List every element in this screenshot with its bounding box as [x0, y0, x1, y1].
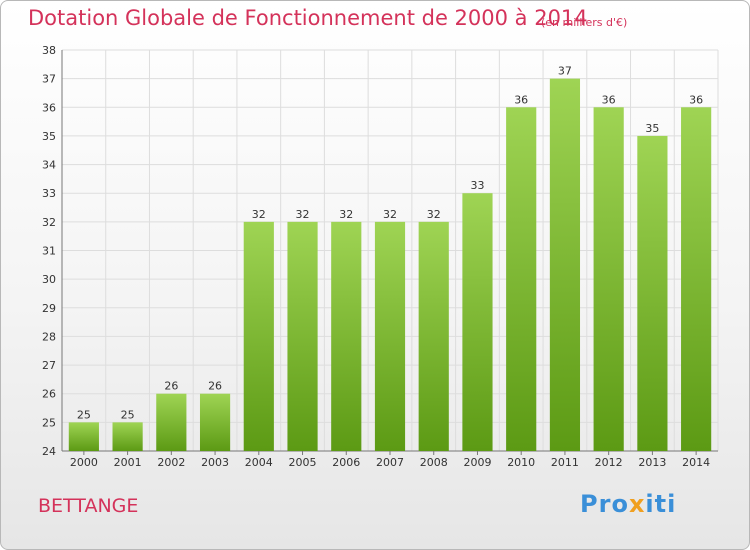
y-tick-label: 36: [42, 101, 56, 114]
bar-2014: [681, 107, 712, 452]
x-tick-label: 2001: [114, 456, 142, 469]
x-tick-label: 2002: [157, 456, 185, 469]
bar-2001: [112, 422, 143, 451]
logo-letter: r: [598, 490, 612, 518]
data-label-2014: 36: [689, 93, 703, 106]
bar-2000: [68, 422, 99, 451]
axes: 24 25 26 27 28 29 30 31 32 33 34 35 36 37 38 2000 2001 20…: [42, 44, 718, 469]
proxiti-logo: Proxiti: [580, 490, 676, 518]
y-tick-label: 37: [42, 73, 56, 86]
y-tick-label: 28: [42, 330, 56, 343]
x-tick-label: 2010: [507, 456, 535, 469]
logo-letter: o: [611, 490, 629, 518]
x-tick-label: 2006: [332, 456, 360, 469]
data-labels: 25 25 26 26 32 32 32 32 32 33 36 37 36 35 36: [77, 65, 703, 422]
data-label-2010: 36: [514, 93, 528, 106]
data-label-2002: 26: [164, 380, 178, 393]
data-label-2005: 32: [296, 208, 310, 221]
y-tick-label: 29: [42, 302, 56, 315]
y-tick-label: 26: [42, 388, 56, 401]
x-tick-label: 2008: [420, 456, 448, 469]
bar-2002: [156, 393, 187, 451]
logo-letter: i: [667, 490, 677, 518]
logo-letter: t: [654, 490, 668, 518]
data-label-2012: 36: [602, 93, 616, 106]
chart-unit: (en milliers d'€): [541, 16, 628, 29]
y-tick-label: 31: [42, 245, 56, 258]
y-tick-label: 30: [42, 273, 56, 286]
y-tick-label: 24: [42, 445, 56, 458]
data-label-2008: 32: [427, 208, 441, 221]
y-tick-label: 33: [42, 187, 56, 200]
y-tick-label: 38: [42, 44, 56, 57]
bar-2004: [243, 221, 274, 451]
x-tick-label: 2000: [70, 456, 98, 469]
logo-letter: i: [645, 490, 655, 518]
bar-2012: [593, 107, 624, 452]
bar-2013: [637, 135, 668, 451]
logo-letter: x: [628, 490, 646, 518]
y-tick-label: 35: [42, 130, 56, 143]
x-tick-label: 2004: [245, 456, 273, 469]
x-tick-label: 2009: [463, 456, 491, 469]
x-tick-label: 2005: [289, 456, 317, 469]
data-label-2003: 26: [208, 380, 222, 393]
bar-2009: [462, 193, 493, 451]
data-label-2004: 32: [252, 208, 266, 221]
data-label-2007: 32: [383, 208, 397, 221]
x-tick-label: 2003: [201, 456, 229, 469]
x-tick-label: 2014: [682, 456, 710, 469]
data-label-2006: 32: [339, 208, 353, 221]
logo-letter: P: [580, 490, 599, 518]
bar-2007: [374, 221, 406, 451]
data-label-2011: 37: [558, 65, 572, 78]
y-tick-label: 27: [42, 359, 56, 372]
x-tick-label: 2011: [551, 456, 579, 469]
data-label-2001: 25: [121, 408, 135, 421]
bars: [68, 78, 712, 452]
y-tick-label: 32: [42, 216, 56, 229]
commune-name: BETTANGE: [38, 495, 139, 517]
bar-2006: [331, 221, 362, 451]
bar-2003: [199, 393, 231, 451]
chart-title: Dotation Globale de Fonctionnement de 20…: [28, 6, 588, 30]
x-tick-label: 2012: [595, 456, 623, 469]
bar-2010: [506, 107, 537, 452]
x-tick-label: 2007: [376, 456, 404, 469]
data-label-2009: 33: [470, 179, 484, 192]
data-label-2000: 25: [77, 408, 91, 421]
x-tick-label: 2013: [638, 456, 666, 469]
bar-2011: [549, 78, 581, 452]
y-tick-label: 34: [42, 159, 56, 172]
data-label-2013: 35: [645, 122, 659, 135]
bar-2008: [418, 221, 449, 451]
y-tick-label: 25: [42, 416, 56, 429]
bar-2005: [287, 221, 318, 451]
